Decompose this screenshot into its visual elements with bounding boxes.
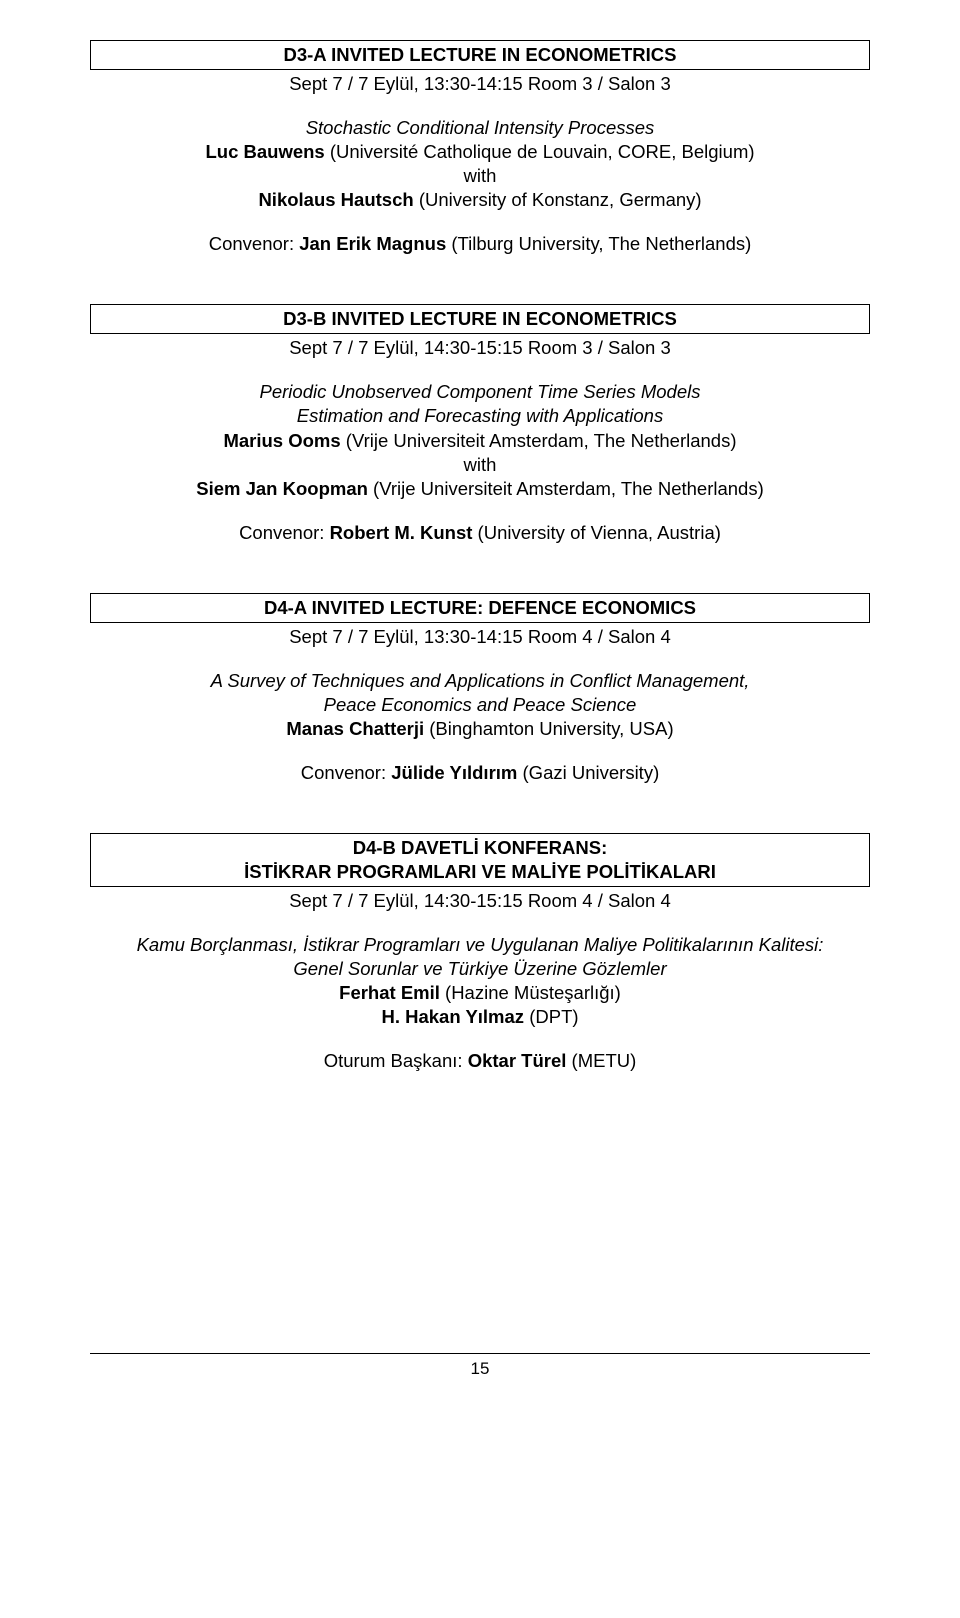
author-affiliation: (Vrije Universiteit Amsterdam, The Nethe… [368,478,764,499]
header-text-line2: İSTİKRAR PROGRAMLARI VE MALİYE POLİTİKAL… [97,860,863,884]
author-affiliation: (Hazine Müsteşarlığı) [440,982,621,1003]
page-number: 15 [90,1358,870,1380]
talk-title-line1: A Survey of Techniques and Applications … [90,669,870,693]
author-line: Marius Ooms (Vrije Universiteit Amsterda… [90,429,870,453]
convenor-name: Oktar Türel [468,1050,567,1071]
convenor-label: Convenor: [301,762,392,783]
footer-rule [90,1353,870,1354]
talk-title-line1: Periodic Unobserved Component Time Serie… [90,380,870,404]
convenor-line: Convenor: Jülide Yıldırım (Gazi Universi… [90,761,870,785]
talk-title-line2: Genel Sorunlar ve Türkiye Üzerine Gözlem… [90,957,870,981]
convenor-label: Convenor: [209,233,300,254]
convenor-block-d4a: Convenor: Jülide Yıldırım (Gazi Universi… [90,761,870,785]
convenor-line: Convenor: Jan Erik Magnus (Tilburg Unive… [90,232,870,256]
header-text-line1: D4-B DAVETLİ KONFERANS: [97,836,863,860]
author-line: H. Hakan Yılmaz (DPT) [90,1005,870,1029]
author-line: Ferhat Emil (Hazine Müsteşarlığı) [90,981,870,1005]
convenor-affiliation: (METU) [566,1050,636,1071]
author-name: Manas Chatterji [286,718,424,739]
author-name: H. Hakan Yılmaz [381,1006,524,1027]
talk-block-d4a: A Survey of Techniques and Applications … [90,669,870,741]
session-time-d4a: Sept 7 / 7 Eylül, 13:30-14:15 Room 4 / S… [90,625,870,649]
session-time-d3b: Sept 7 / 7 Eylül, 14:30-15:15 Room 3 / S… [90,336,870,360]
convenor-label: Oturum Başkanı: [324,1050,468,1071]
header-text: D4-A INVITED LECTURE: DEFENCE ECONOMICS [264,597,696,618]
section-header-d4b: D4-B DAVETLİ KONFERANS: İSTİKRAR PROGRAM… [90,833,870,887]
author-line: Siem Jan Koopman (Vrije Universiteit Ams… [90,477,870,501]
author-line: Nikolaus Hautsch (University of Konstanz… [90,188,870,212]
convenor-affiliation: (University of Vienna, Austria) [472,522,721,543]
author-line: Manas Chatterji (Binghamton University, … [90,717,870,741]
author-name: Nikolaus Hautsch [258,189,413,210]
header-text: D3-A INVITED LECTURE IN ECONOMETRICS [284,44,677,65]
section-header-d4a: D4-A INVITED LECTURE: DEFENCE ECONOMICS [90,593,870,623]
convenor-label: Convenor: [239,522,330,543]
author-affiliation: (Binghamton University, USA) [424,718,674,739]
with-text: with [90,164,870,188]
convenor-line: Convenor: Robert M. Kunst (University of… [90,521,870,545]
talk-block-d3b: Periodic Unobserved Component Time Serie… [90,380,870,500]
section-header-d3a: D3-A INVITED LECTURE IN ECONOMETRICS [90,40,870,70]
talk-title: Stochastic Conditional Intensity Process… [90,116,870,140]
page-footer: 15 [90,1353,870,1380]
author-affiliation: (University of Konstanz, Germany) [414,189,702,210]
convenor-affiliation: (Tilburg University, The Netherlands) [446,233,751,254]
author-name: Siem Jan Koopman [196,478,368,499]
author-line: Luc Bauwens (Université Catholique de Lo… [90,140,870,164]
convenor-block-d3a: Convenor: Jan Erik Magnus (Tilburg Unive… [90,232,870,256]
convenor-affiliation: (Gazi University) [517,762,659,783]
talk-block-d4b: Kamu Borçlanması, İstikrar Programları v… [90,933,870,1029]
convenor-line: Oturum Başkanı: Oktar Türel (METU) [90,1049,870,1073]
author-name: Marius Ooms [223,430,340,451]
author-name: Luc Bauwens [205,141,324,162]
talk-title-line1: Kamu Borçlanması, İstikrar Programları v… [90,933,870,957]
convenor-name: Robert M. Kunst [330,522,473,543]
page: D3-A INVITED LECTURE IN ECONOMETRICS Sep… [0,0,960,1410]
talk-title-line2: Estimation and Forecasting with Applicat… [90,404,870,428]
author-affiliation: (DPT) [524,1006,578,1027]
convenor-block-d3b: Convenor: Robert M. Kunst (University of… [90,521,870,545]
section-header-d3b: D3-B INVITED LECTURE IN ECONOMETRICS [90,304,870,334]
convenor-name: Jülide Yıldırım [391,762,517,783]
convenor-name: Jan Erik Magnus [299,233,446,254]
with-text: with [90,453,870,477]
convenor-block-d4b: Oturum Başkanı: Oktar Türel (METU) [90,1049,870,1073]
author-name: Ferhat Emil [339,982,440,1003]
session-time-d4b: Sept 7 / 7 Eylül, 14:30-15:15 Room 4 / S… [90,889,870,913]
author-affiliation: (Vrije Universiteit Amsterdam, The Nethe… [341,430,737,451]
session-time-d3a: Sept 7 / 7 Eylül, 13:30-14:15 Room 3 / S… [90,72,870,96]
talk-title-line2: Peace Economics and Peace Science [90,693,870,717]
talk-block-d3a: Stochastic Conditional Intensity Process… [90,116,870,212]
header-text: D3-B INVITED LECTURE IN ECONOMETRICS [283,308,677,329]
author-affiliation: (Université Catholique de Louvain, CORE,… [325,141,755,162]
